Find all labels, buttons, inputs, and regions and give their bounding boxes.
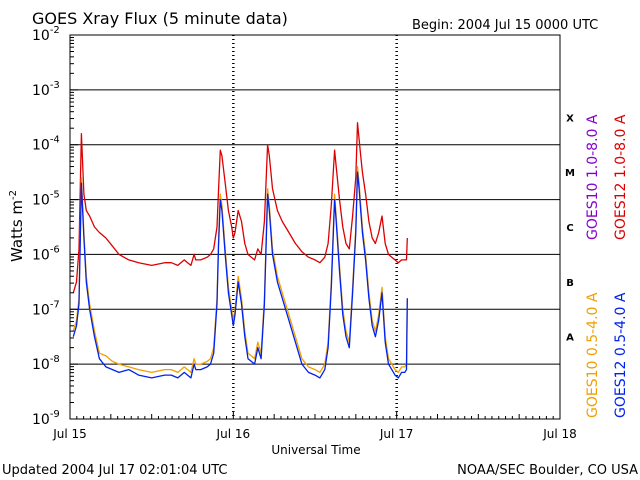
y-axis-ticks: 10-2 10-3 10-4 10-5 10-6 10-7 10-8 10-9 [32,25,78,428]
grid-lines [70,89,560,365]
flare-class-label: X [566,113,574,124]
series-legend: GOES10 1.0-8.0 A GOES12 1.0-8.0 A GOES10 0… [585,114,629,418]
y-tick-label: 10-5 [32,190,60,209]
updated-timestamp: Updated 2004 Jul 17 02:01:04 UTC [2,463,227,478]
flare-class-label: B [566,278,574,289]
day-dash-markers [232,35,398,419]
y-tick-label: 10-8 [32,354,60,373]
begin-label: Begin: 2004 Jul 15 0000 UTC [412,18,598,33]
x-tick-label: Jul 16 [216,427,251,441]
y-tick-label: 10-4 [32,135,60,154]
y-axis-label: Watts m-2 [8,190,26,262]
chart-title: GOES Xray Flux (5 minute data) [32,9,288,28]
series-line-goes12-0-5-4-0-a [72,171,408,379]
legend-entry: GOES12 0.5-4.0 A [613,292,629,418]
x-axis-label: Universal Time [271,443,360,457]
y-tick-label: 10-7 [32,299,60,318]
data-series [72,122,408,379]
x-axis-ticks: Jul 15 Jul 16 Jul 17 Jul 18 [52,411,577,441]
y-tick-label: 10-3 [32,80,60,99]
flare-class-label: M [565,168,575,179]
y-tick-label: 10-6 [32,244,60,263]
flare-class-label: A [566,333,574,344]
plot-frame [69,34,561,420]
series-line-goes12-1-0-8-0-a [72,122,408,293]
source-credit: NOAA/SEC Boulder, CO USA [457,463,638,478]
legend-entry: GOES12 1.0-8.0 A [613,114,629,240]
x-tick-label: Jul 18 [542,427,577,441]
flare-class-label: C [566,223,573,234]
y-tick-label: 10-9 [32,409,60,428]
flare-class-labels: X M C B A [565,113,575,343]
y-tick-label: 10-2 [32,25,60,44]
x-tick-label: Jul 17 [379,427,414,441]
legend-entry: GOES10 1.0-8.0 A [585,114,601,240]
legend-entry: GOES10 0.5-4.0 A [585,292,601,418]
x-tick-label: Jul 15 [52,427,87,441]
